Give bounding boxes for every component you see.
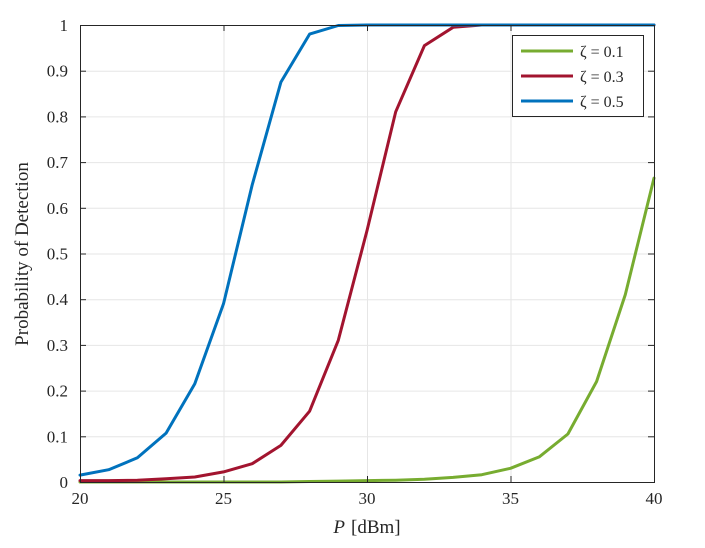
x-tick-label: 30 — [359, 489, 376, 508]
legend: ζ = 0.1 ζ = 0.3 ζ = 0.5 — [512, 35, 644, 117]
legend-label-1: ζ = 0.3 — [580, 69, 624, 86]
y-tick-label: 0.2 — [47, 382, 68, 401]
x-axis-unit: [dBm] — [351, 517, 401, 538]
y-tick-label: 0.5 — [47, 245, 68, 264]
legend-label-0: ζ = 0.1 — [580, 44, 624, 61]
y-tick-label: 0.7 — [47, 153, 69, 172]
y-tick-label: 0.9 — [47, 62, 68, 81]
x-axis-variable: P — [332, 517, 345, 538]
y-tick-label: 1 — [60, 16, 69, 35]
tick-layer: 20 25 30 35 40 0 0.1 0.2 0.3 0.4 0.5 0.6 0.7 0.8 0.9 1 — [47, 16, 663, 508]
y-tick-label: 0 — [60, 473, 69, 492]
y-tick-label: 0.8 — [47, 107, 68, 126]
y-tick-label: 0.3 — [47, 336, 68, 355]
legend-label-2: ζ = 0.5 — [580, 94, 624, 111]
x-tick-label: 20 — [72, 489, 89, 508]
y-tick-label: 0.1 — [47, 427, 68, 446]
x-tick-label: 35 — [502, 489, 519, 508]
y-tick-label: 0.6 — [47, 199, 68, 218]
x-tick-label: 40 — [646, 489, 663, 508]
y-axis-label: Probability of Detection — [12, 162, 33, 346]
x-axis-label: P [dBm] — [332, 517, 400, 538]
x-tick-label: 25 — [215, 489, 232, 508]
y-tick-label: 0.4 — [47, 290, 69, 309]
